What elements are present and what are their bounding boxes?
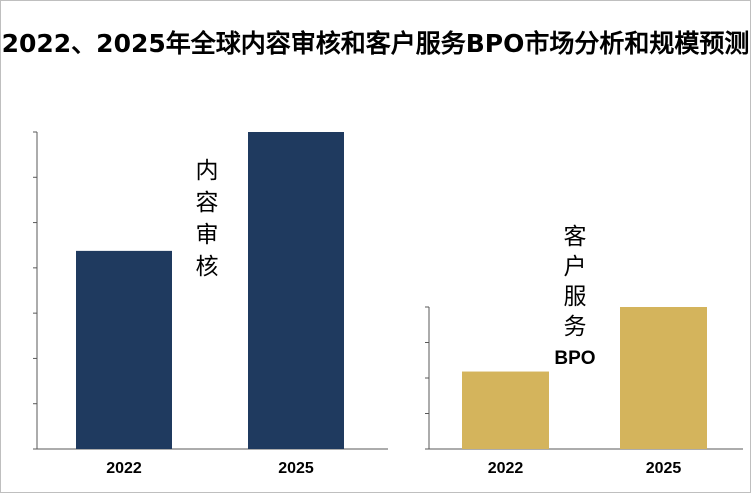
series-label-2-char-2: 服 (564, 284, 587, 310)
bar-2-2022 (462, 371, 549, 449)
series-label-1-char-0: 内 (196, 158, 219, 184)
x-tick-label-1-2025: 2025 (278, 460, 314, 477)
x-tick-label-2-2022: 2022 (488, 460, 524, 477)
series-label-2-char-4: BPO (554, 348, 595, 369)
series-label-1-char-1: 容 (196, 190, 219, 216)
series-label-2-char-0: 客 (564, 224, 587, 250)
chart-title: 2022、2025年全球内容审核和客户服务BPO市场分析和规模预测 (1, 29, 750, 58)
series-label-2-char-3: 务 (564, 314, 587, 340)
x-tick-label-2-2025: 2025 (646, 460, 682, 477)
bar-1-2022 (76, 250, 172, 449)
series-label-1-char-3: 核 (196, 254, 219, 280)
bar-2-2025 (620, 307, 707, 449)
x-tick-label-1-2022: 2022 (106, 460, 142, 477)
series-label-1-char-2: 审 (196, 222, 219, 248)
series-label-2-char-1: 户 (564, 254, 587, 280)
bar-1-2025 (248, 132, 344, 449)
